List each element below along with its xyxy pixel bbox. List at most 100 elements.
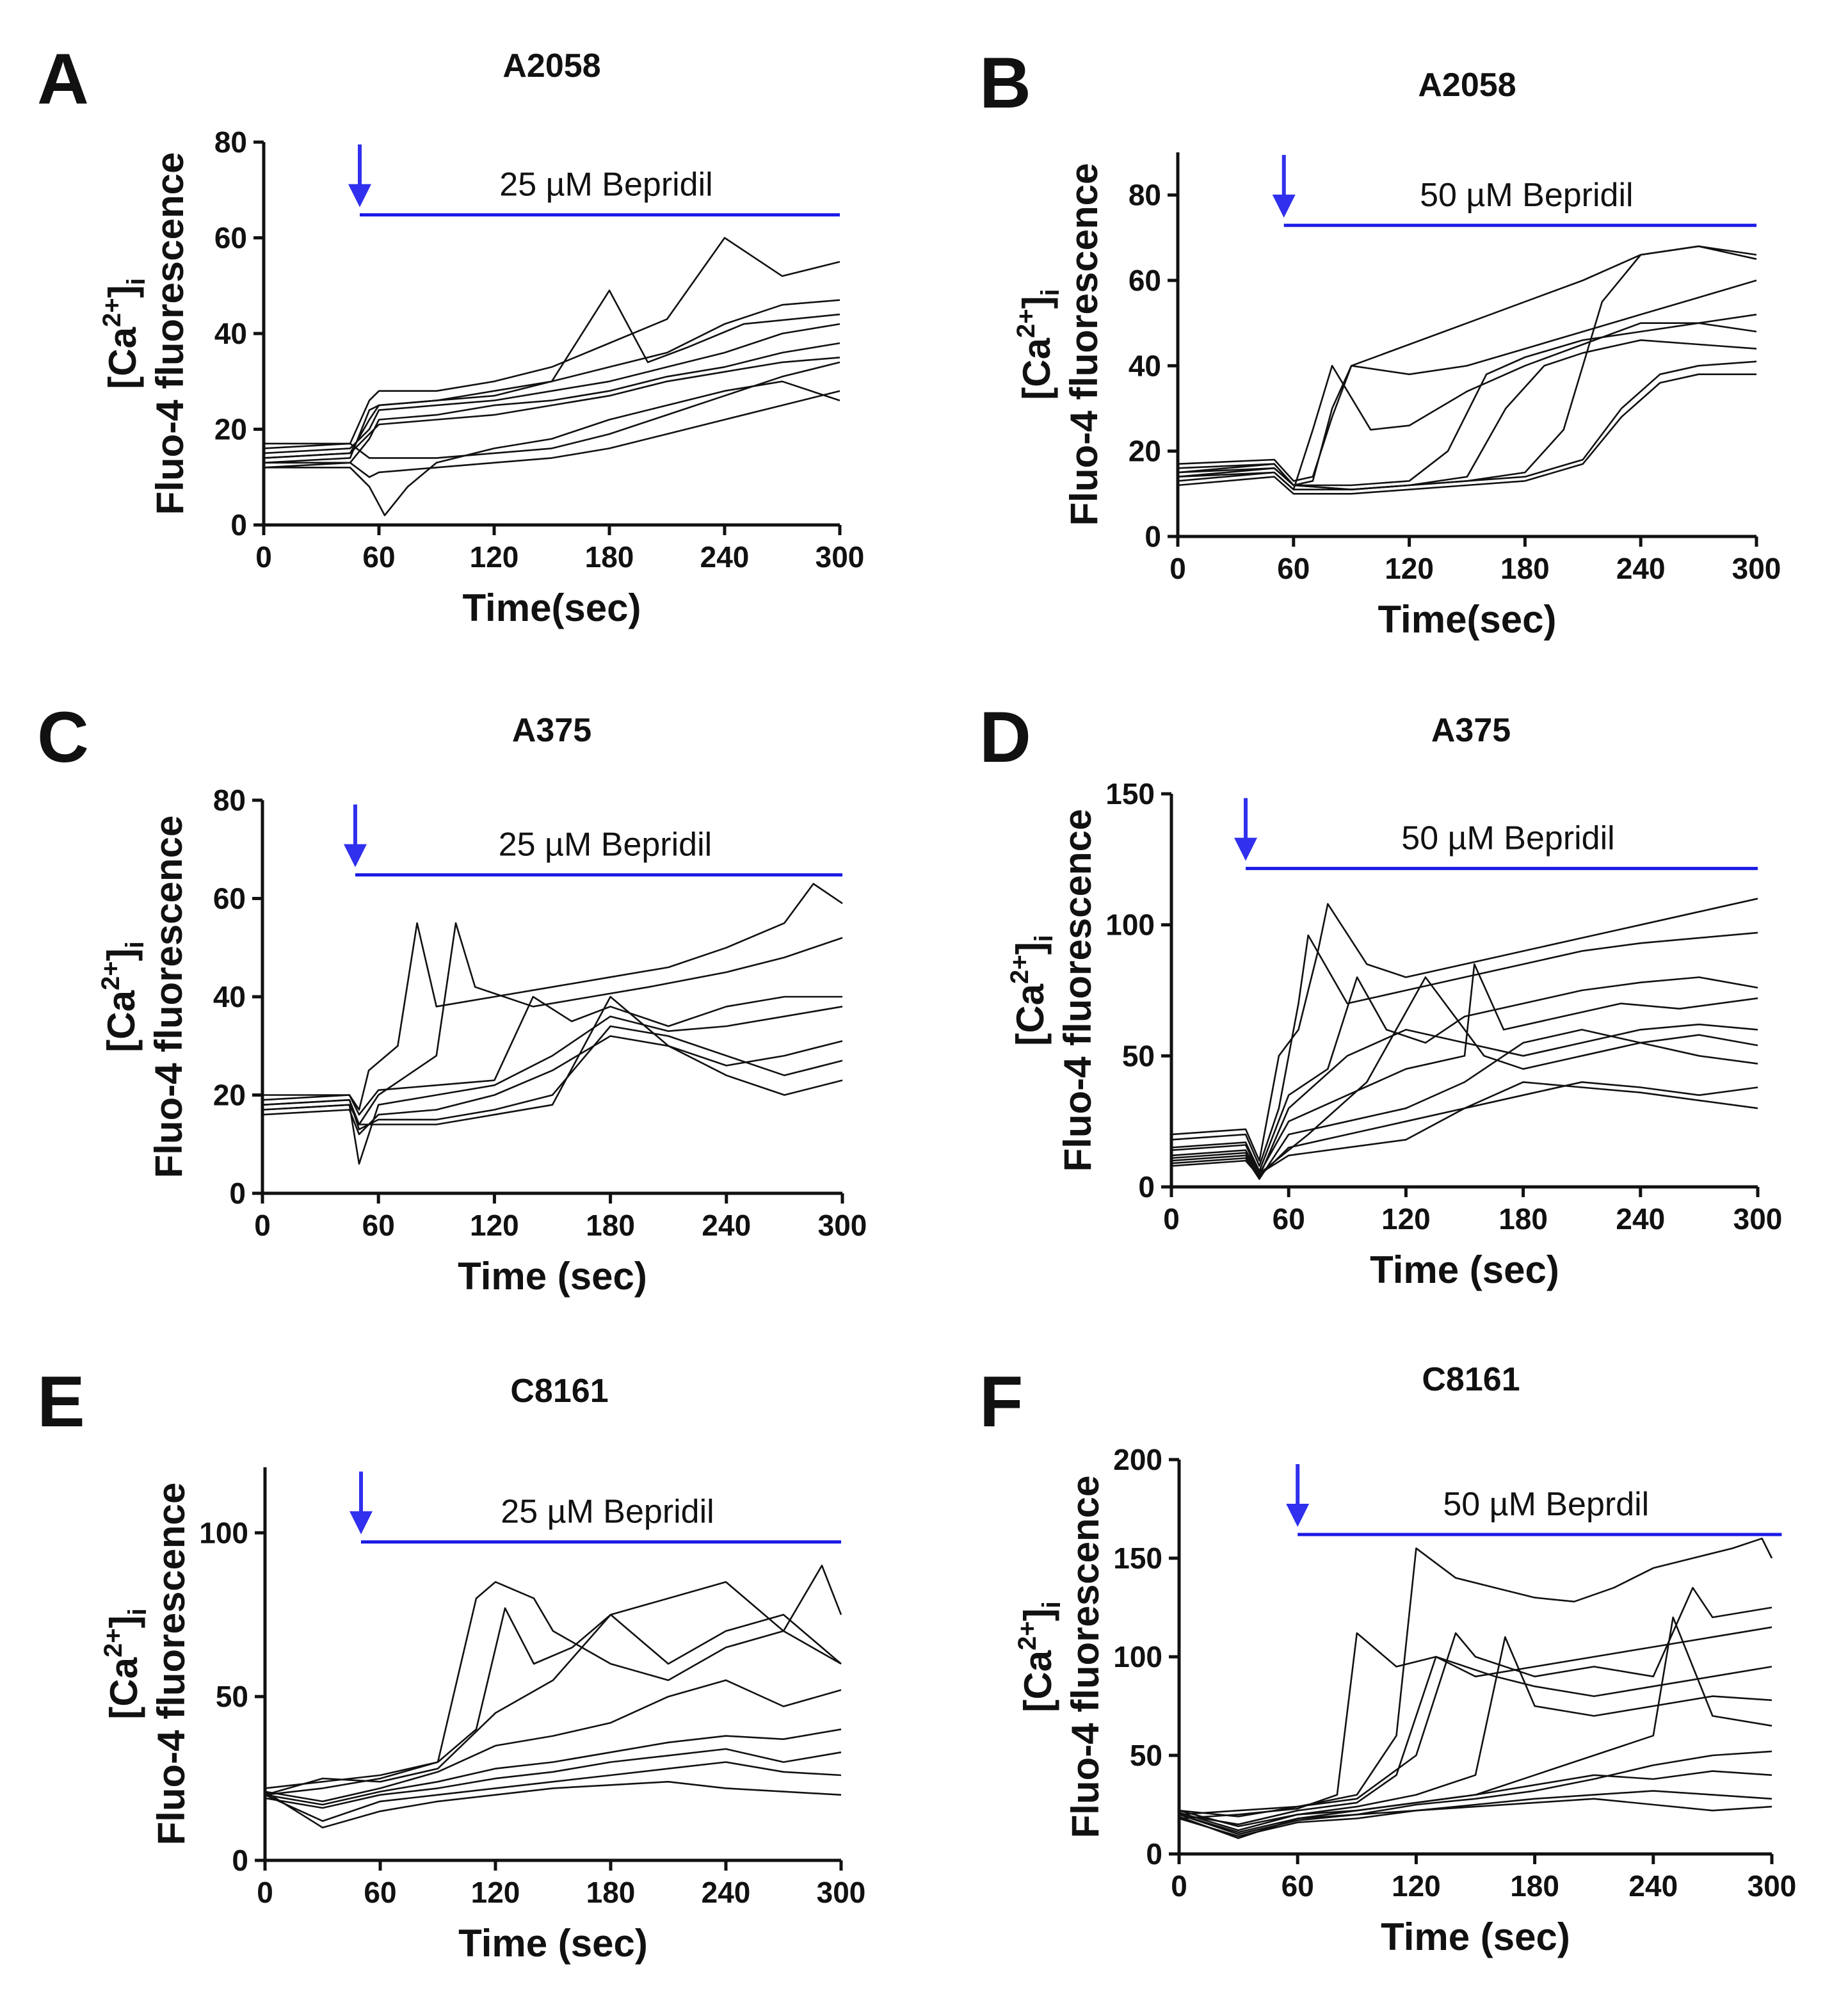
y-axis-label-top: [Ca2+]i: [99, 1608, 152, 1719]
treatment-label: 25 µM Bepridil: [501, 1494, 714, 1531]
trace-line: [1171, 1081, 1758, 1175]
x-tick-label: 0: [255, 540, 272, 574]
trace-line: [262, 995, 843, 1125]
panel-a: A A2058 0 60 120 180 240 300 0 20 40 60 80 Time(sec) […: [37, 39, 864, 629]
x-tick-label: 180: [1510, 1869, 1559, 1903]
y-tick-label: 200: [1113, 1443, 1162, 1476]
trace-line: [263, 299, 840, 459]
y-tick-label: 0: [229, 1177, 246, 1210]
y-tick-label: 0: [230, 508, 247, 542]
trace-line: [264, 1581, 842, 1789]
panel-c: C A375 0 60 120 180 240 300 0 20 40 60 80 Time (sec) […: [37, 697, 867, 1298]
y-tick-label: 50: [1130, 1739, 1162, 1772]
y-axis-label-bottom: Fluo-4 fluorescence: [147, 816, 190, 1179]
trace-line: [262, 1035, 843, 1136]
x-tick-label: 240: [702, 1209, 751, 1242]
trace-line: [262, 1025, 843, 1131]
x-axis-label: Time (sec): [1370, 1248, 1559, 1291]
x-axis-label: Time (sec): [458, 1922, 648, 1965]
y-tick-label: 0: [1146, 1837, 1162, 1871]
arrow-down-icon: [348, 184, 371, 207]
trace-line: [1178, 1537, 1773, 1816]
arrow-down-icon: [1234, 837, 1258, 861]
panel-letter: F: [979, 1362, 1023, 1442]
panel-letter: E: [37, 1362, 85, 1442]
y-tick-label: 80: [1129, 179, 1161, 212]
trace-line: [1171, 963, 1758, 1175]
y-axis-label-top: [Ca2+]i: [98, 278, 150, 389]
x-tick-label: 300: [818, 1209, 867, 1242]
y-tick-label: 100: [199, 1516, 248, 1549]
treatment-label: 50 µM Bepridil: [1401, 820, 1614, 857]
trace-line: [1178, 1750, 1772, 1835]
x-tick-label: 0: [1163, 1202, 1180, 1236]
x-tick-label: 60: [1273, 1202, 1305, 1236]
arrow-down-icon: [1272, 195, 1296, 218]
trace-line: [1177, 314, 1757, 491]
x-tick-label: 240: [1628, 1869, 1678, 1903]
x-tick-label: 240: [700, 540, 750, 574]
trace-line: [263, 357, 840, 459]
x-tick-label: 180: [585, 540, 634, 574]
panel-letter: A: [37, 39, 89, 119]
x-tick-label: 60: [362, 1209, 395, 1242]
x-tick-label: 180: [586, 1876, 636, 1909]
x-axis-label: Time (sec): [1381, 1915, 1570, 1958]
x-tick-label: 300: [1732, 552, 1781, 585]
treatment-arrow-shaft: [358, 144, 362, 189]
trace-line: [264, 1565, 842, 1796]
panel-letter: C: [37, 697, 89, 777]
y-tick-label: 20: [214, 413, 247, 446]
chart-title: A2058: [502, 47, 600, 85]
trace-line: [1171, 1029, 1758, 1180]
x-tick-label: 120: [1392, 1869, 1441, 1903]
trace-line: [264, 1761, 842, 1822]
trace-line: [1171, 976, 1758, 1172]
y-axis-label-bottom: Fluo-4 fluorescence: [149, 152, 191, 515]
treatment-arrow-shaft: [1282, 155, 1286, 200]
x-tick-label: 120: [1381, 1202, 1431, 1236]
trace-line: [1177, 373, 1756, 495]
y-axis-label-top: [Ca2+]i: [1006, 935, 1058, 1045]
x-tick-label: 180: [586, 1209, 635, 1242]
trace-line: [263, 342, 840, 469]
trace-line: [262, 1006, 843, 1165]
x-tick-label: 240: [1616, 1202, 1665, 1236]
x-axis-label: Time(sec): [462, 586, 641, 629]
trace-line: [1178, 1586, 1772, 1817]
y-tick-label: 100: [1113, 1640, 1162, 1673]
trace-line: [1171, 1081, 1758, 1177]
x-tick-label: 180: [1500, 552, 1550, 585]
trace-line: [264, 1728, 842, 1806]
panel-e: E C8161 0 60 120 180 240 300 0 50 100 Time (sec) [Ca…: [37, 1362, 865, 1965]
trace-line: [1177, 245, 1757, 482]
trace-line: [264, 390, 840, 478]
trace-line: [1177, 322, 1757, 487]
y-tick-label: 60: [1129, 264, 1161, 297]
trace-line: [1171, 898, 1758, 1162]
trace-line: [262, 995, 842, 1116]
x-tick-label: 180: [1498, 1202, 1548, 1236]
x-tick-label: 300: [817, 1876, 866, 1909]
trace-line: [264, 1614, 842, 1796]
y-tick-label: 20: [1129, 435, 1161, 468]
trace-line: [1178, 1770, 1772, 1828]
y-axis-label-top: [Ca2+]i: [1012, 289, 1065, 399]
trace-line: [1171, 931, 1758, 1167]
chart-title: A375: [512, 712, 591, 749]
y-tick-label: 0: [1145, 520, 1161, 553]
panel-f: F C8161 0 60 120 180 240 300 0 50 100 150 200 Time (s…: [979, 1361, 1796, 1958]
trace-line: [1178, 1636, 1772, 1832]
arrow-down-icon: [350, 1511, 373, 1535]
trace-line: [1178, 1790, 1772, 1837]
trace-line: [263, 237, 840, 449]
y-tick-label: 150: [1113, 1542, 1162, 1575]
y-axis-label-bottom: Fluo-4 fluorescence: [150, 1483, 193, 1846]
trace-line: [263, 323, 840, 455]
panel-letter: B: [979, 43, 1031, 123]
trace-line: [1177, 339, 1757, 491]
y-axis-label-bottom: Fluo-4 fluorescence: [1063, 163, 1105, 526]
